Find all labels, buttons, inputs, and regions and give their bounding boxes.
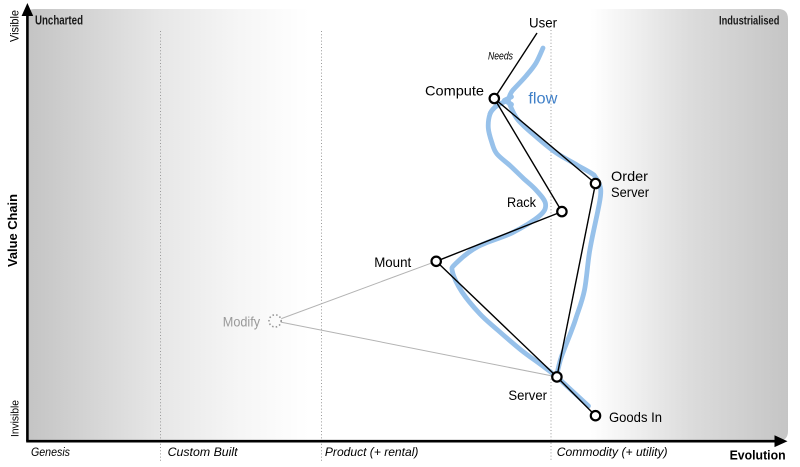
svg-text:User: User [529,14,557,30]
svg-text:Visible: Visible [8,10,22,42]
svg-text:Genesis: Genesis [31,445,70,459]
svg-text:Uncharted: Uncharted [35,13,83,28]
svg-text:Product (+ rental): Product (+ rental) [325,445,419,459]
svg-text:Needs: Needs [488,50,513,62]
svg-text:Value Chain: Value Chain [5,194,20,267]
svg-text:Mount: Mount [374,254,411,270]
svg-text:Goods In: Goods In [609,409,662,425]
svg-text:Rack: Rack [507,194,537,210]
svg-text:Industrialised: Industrialised [719,14,779,28]
svg-text:Custom Built: Custom Built [168,445,239,459]
svg-text:Commodity (+ utility): Commodity (+ utility) [557,445,668,459]
svg-text:Invisible: Invisible [10,400,22,437]
svg-text:Modify: Modify [223,313,260,329]
svg-text:Server: Server [508,387,547,403]
svg-text:Compute: Compute [425,82,484,98]
svg-text:Order: Order [611,168,648,184]
svg-text:Evolution: Evolution [730,448,786,463]
svg-text:flow: flow [528,91,557,108]
svg-text:Server: Server [611,184,649,200]
